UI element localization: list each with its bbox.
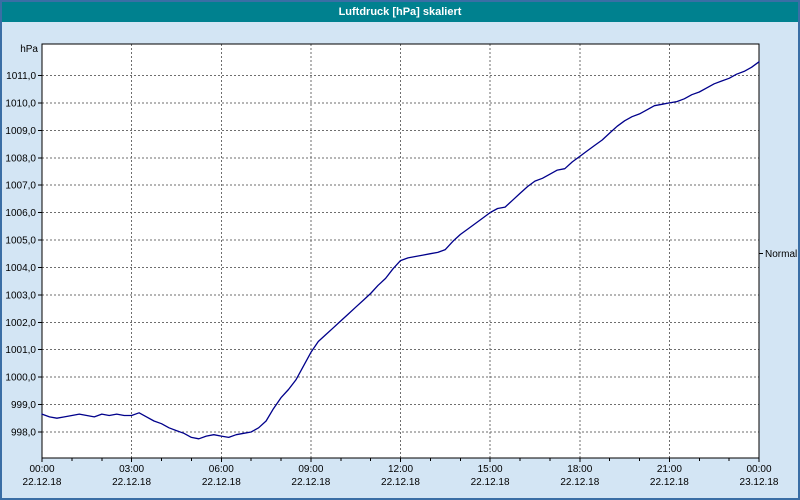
- y-axis-tick-label: 1003,0: [5, 290, 36, 301]
- y-axis-tick-label: 1001,0: [5, 345, 36, 356]
- window-title: Luftdruck [hPa] skaliert: [338, 6, 462, 18]
- x-axis-time-label: 09:00: [298, 464, 323, 475]
- x-axis-time-label: 12:00: [388, 464, 413, 475]
- x-axis-date-label: 22.12.18: [471, 477, 510, 488]
- x-axis-time-label: 06:00: [209, 464, 234, 475]
- y-axis-tick-label: 1009,0: [5, 126, 36, 137]
- x-axis-date-label: 22.12.18: [291, 477, 330, 488]
- x-axis-time-label: 18:00: [567, 464, 592, 475]
- x-axis-date-label: 23.12.18: [740, 477, 779, 488]
- y-axis-tick-label: 1000,0: [5, 373, 36, 384]
- y-axis-tick-label: 998,0: [11, 428, 36, 439]
- y-axis-tick-label: 1007,0: [5, 181, 36, 192]
- x-axis-time-label: 03:00: [119, 464, 144, 475]
- pressure-chart: hPa 998,0 999,0 1000,0 1001,0 1002,0 1003,0 100…: [5, 43, 797, 488]
- y-axis-tick-label: 1011,0: [6, 71, 36, 82]
- normal-label: Normal: [765, 249, 797, 260]
- y-axis-tick-label: 1010,0: [5, 98, 36, 109]
- x-axis-date-label: 22.12.18: [202, 477, 241, 488]
- y-axis-tick-label: 999,0: [11, 400, 36, 411]
- x-axis-time-label: 00:00: [746, 464, 771, 475]
- plot-area: [42, 44, 759, 458]
- y-axis-unit-label: hPa: [20, 44, 38, 55]
- x-axis-date-label: 22.12.18: [560, 477, 599, 488]
- x-axis-time-label: 21:00: [657, 464, 682, 475]
- y-axis-tick-label: 1002,0: [5, 318, 36, 329]
- x-axis-date-label: 22.12.18: [381, 477, 420, 488]
- x-axis-time-label: 15:00: [478, 464, 503, 475]
- x-axis-date-label: 22.12.18: [112, 477, 151, 488]
- y-axis-tick-label: 1004,0: [5, 263, 36, 274]
- x-axis-date-label: 22.12.18: [23, 477, 62, 488]
- chart-body: hPa 998,0 999,0 1000,0 1001,0 1002,0 1003,0 100…: [2, 22, 798, 498]
- x-axis-time-label: 00:00: [29, 464, 54, 475]
- y-axis-tick-label: 1005,0: [5, 236, 36, 247]
- x-axis-date-label: 22.12.18: [650, 477, 689, 488]
- title-bar: Luftdruck [hPa] skaliert: [2, 2, 798, 22]
- y-axis-tick-label: 1008,0: [5, 153, 36, 164]
- y-axis-tick-label: 1006,0: [5, 208, 36, 219]
- pressure-line: [41, 61, 760, 440]
